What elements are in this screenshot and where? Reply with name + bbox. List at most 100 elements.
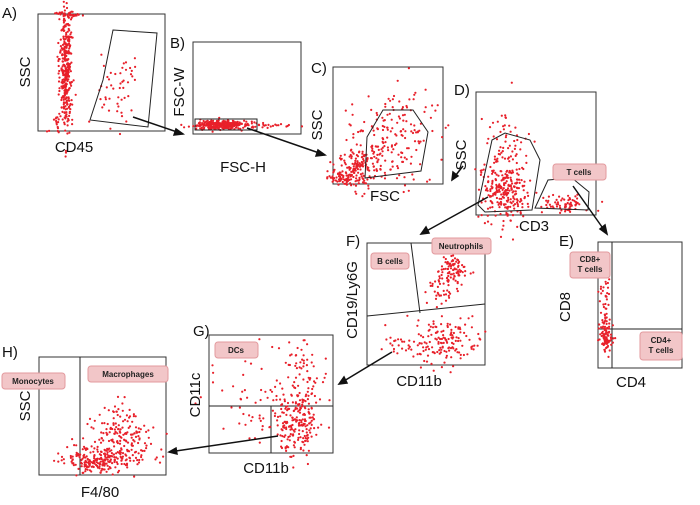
event-dot [606, 334, 609, 337]
event-dot [387, 149, 390, 152]
event-dot [115, 410, 118, 413]
event-dot [440, 366, 443, 369]
panel-g-y-axis-label: CD11c [187, 372, 204, 417]
event-dot [416, 353, 419, 356]
event-dot [143, 424, 146, 427]
event-dot [396, 352, 399, 355]
event-dot [88, 417, 92, 420]
event-dot [567, 199, 570, 202]
event-dot [62, 95, 65, 98]
event-dot [526, 202, 529, 205]
event-dot [300, 348, 303, 351]
event-dot [243, 389, 246, 392]
event-dot [201, 122, 204, 125]
event-dot [285, 413, 288, 416]
event-dot [126, 441, 130, 444]
event-dot [438, 349, 441, 352]
event-dot [367, 187, 370, 190]
event-dot [219, 123, 222, 126]
event-dot [418, 342, 421, 345]
event-dot [453, 275, 456, 278]
event-dot [114, 422, 117, 425]
event-dot [341, 180, 344, 184]
event-dot [86, 422, 89, 426]
event-dot [68, 47, 71, 50]
event-dot [308, 429, 311, 432]
event-dot [369, 157, 373, 160]
event-dot [244, 360, 247, 363]
event-dot [70, 80, 73, 84]
event-dot [93, 454, 96, 457]
event-dot [449, 371, 452, 374]
event-dot [115, 426, 118, 429]
event-dot [452, 277, 455, 280]
event-dot [298, 403, 301, 406]
event-dot [329, 161, 332, 164]
event-dot [515, 181, 518, 184]
event-dot [102, 439, 105, 442]
event-dot [221, 120, 224, 123]
event-dot [510, 180, 513, 183]
event-dot [429, 281, 432, 284]
event-dot [114, 466, 117, 469]
event-dot [483, 222, 486, 225]
event-dot [69, 33, 72, 36]
event-dot [499, 212, 502, 216]
event-dot [512, 190, 515, 193]
event-dot [383, 177, 387, 180]
event-dot [250, 419, 253, 422]
event-dot [288, 341, 291, 344]
event-dot [72, 79, 75, 82]
event-dot [427, 335, 430, 338]
event-dot [311, 387, 314, 391]
arrow-g-to-h-head [167, 446, 178, 456]
event-dot [292, 444, 295, 447]
event-dot [459, 269, 463, 273]
event-dot [461, 271, 464, 274]
event-dot [355, 166, 358, 169]
event-dot [117, 469, 121, 472]
event-dot [223, 122, 227, 125]
event-dot [600, 334, 603, 338]
event-dot [407, 189, 410, 192]
event-dot [341, 170, 344, 173]
event-dot [500, 186, 503, 189]
event-dot [604, 316, 607, 319]
event-dot [262, 417, 265, 420]
event-dot [468, 338, 471, 341]
panel-e-events [597, 263, 617, 358]
event-dot [485, 187, 488, 190]
event-dot [605, 342, 609, 345]
event-dot [269, 388, 272, 392]
event-dot [104, 455, 107, 458]
event-dot [503, 124, 506, 127]
event-dot [74, 463, 77, 466]
event-dot [362, 158, 365, 161]
event-dot [125, 414, 128, 417]
event-dot [449, 323, 452, 326]
event-dot [76, 13, 79, 16]
event-dot [294, 376, 298, 379]
event-dot [480, 117, 483, 121]
event-dot [90, 426, 93, 429]
event-dot [404, 136, 407, 140]
event-dot [194, 402, 197, 405]
event-dot [123, 96, 126, 99]
event-dot [397, 153, 400, 156]
event-dot [457, 265, 460, 268]
event-dot [441, 277, 444, 280]
event-dot [117, 427, 120, 431]
event-dot [340, 177, 343, 180]
event-dot [130, 448, 133, 451]
event-dot [293, 430, 296, 433]
event-dot [521, 202, 524, 205]
event-dot [454, 339, 457, 342]
event-dot [535, 191, 538, 194]
event-dot [358, 176, 361, 179]
event-dot [302, 437, 305, 440]
event-dot [230, 406, 233, 409]
event-dot [407, 147, 410, 150]
event-dot [101, 422, 104, 425]
event-dot [272, 399, 275, 402]
event-dot [408, 345, 411, 348]
